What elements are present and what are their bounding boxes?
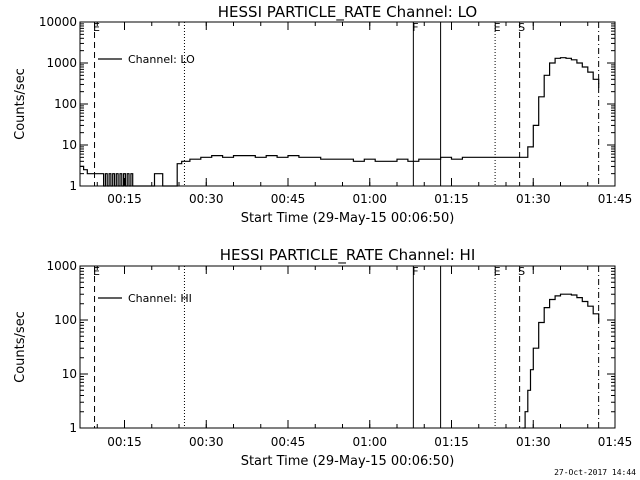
panel-1-event-marker-label: F	[412, 265, 418, 278]
panel-1-x-tick-label: 01:30	[516, 435, 551, 449]
panel-1-series-line-0	[522, 293, 600, 429]
panel-0-x-axis-label: Start Time (29-May-15 00:06:50)	[241, 211, 455, 226]
panel-0-y-axis-label: Counts/sec	[13, 68, 28, 140]
panel-1-event-marker-label: E	[494, 265, 501, 278]
panel-0-event-marker-label: E	[494, 21, 501, 34]
panel-0-x-tick-label: 01:30	[516, 192, 551, 206]
panel-0-title: HESSI PARTICLE_RATE Channel: LO	[218, 3, 477, 22]
panel-0-plot-frame	[79, 21, 616, 187]
panel-1-y-tick-label: 1	[69, 421, 77, 435]
panel-1-event-marker-label: E	[93, 265, 100, 278]
panel-0-y-tick-label: 10	[62, 138, 77, 152]
panel-0-x-tick-label: 00:15	[107, 192, 142, 206]
panel-0-x-tick-label: 01:45	[598, 192, 633, 206]
panel-1-x-axis-label: Start Time (29-May-15 00:06:50)	[241, 454, 455, 469]
panel-0-event-marker-label: F	[412, 21, 418, 34]
panel-0-y-tick-label: 100	[54, 97, 77, 111]
panel-0-legend-label: Channel: LO	[128, 53, 195, 66]
panel-1-title: HESSI PARTICLE_RATE Channel: HI	[220, 246, 476, 265]
panel-0-series-line-0	[80, 57, 600, 187]
panel-1-y-tick-label: 10	[62, 367, 77, 381]
panel-0-y-tick-label: 10000	[39, 15, 77, 29]
panel-0-y-tick-label: 1000	[46, 56, 77, 70]
panel-0-x-tick-label: 00:30	[189, 192, 224, 206]
panel-1-y-tick-label: 1000	[46, 259, 77, 273]
panel-1-plot-frame	[79, 265, 616, 429]
panel-1-x-tick-label: 01:45	[598, 435, 633, 449]
panel-1-x-tick-label: 00:15	[107, 435, 142, 449]
panel-1-legend-label: Channel: HI	[128, 292, 192, 305]
panel-0-x-tick-label: 01:15	[434, 192, 469, 206]
panel-1-x-tick-label: 00:45	[271, 435, 306, 449]
panel-1-event-marker-label: S	[518, 265, 525, 278]
panel-1-y-tick-label: 100	[54, 313, 77, 327]
panel-0-x-tick-label: 01:00	[352, 192, 387, 206]
panel-0-x-tick-label: 00:45	[271, 192, 306, 206]
panel-1-x-tick-label: 01:15	[434, 435, 469, 449]
panel-0-event-marker-label: E	[93, 21, 100, 34]
panel-1-x-tick-label: 00:30	[189, 435, 224, 449]
panel-1-y-axis-label: Counts/sec	[13, 311, 28, 383]
panel-0-event-marker-label: S	[518, 21, 525, 34]
panel-0-y-tick-label: 1	[69, 179, 77, 193]
footer-timestamp: 27-Oct-2017 14:44	[554, 468, 636, 477]
panel-1-x-tick-label: 01:00	[352, 435, 387, 449]
